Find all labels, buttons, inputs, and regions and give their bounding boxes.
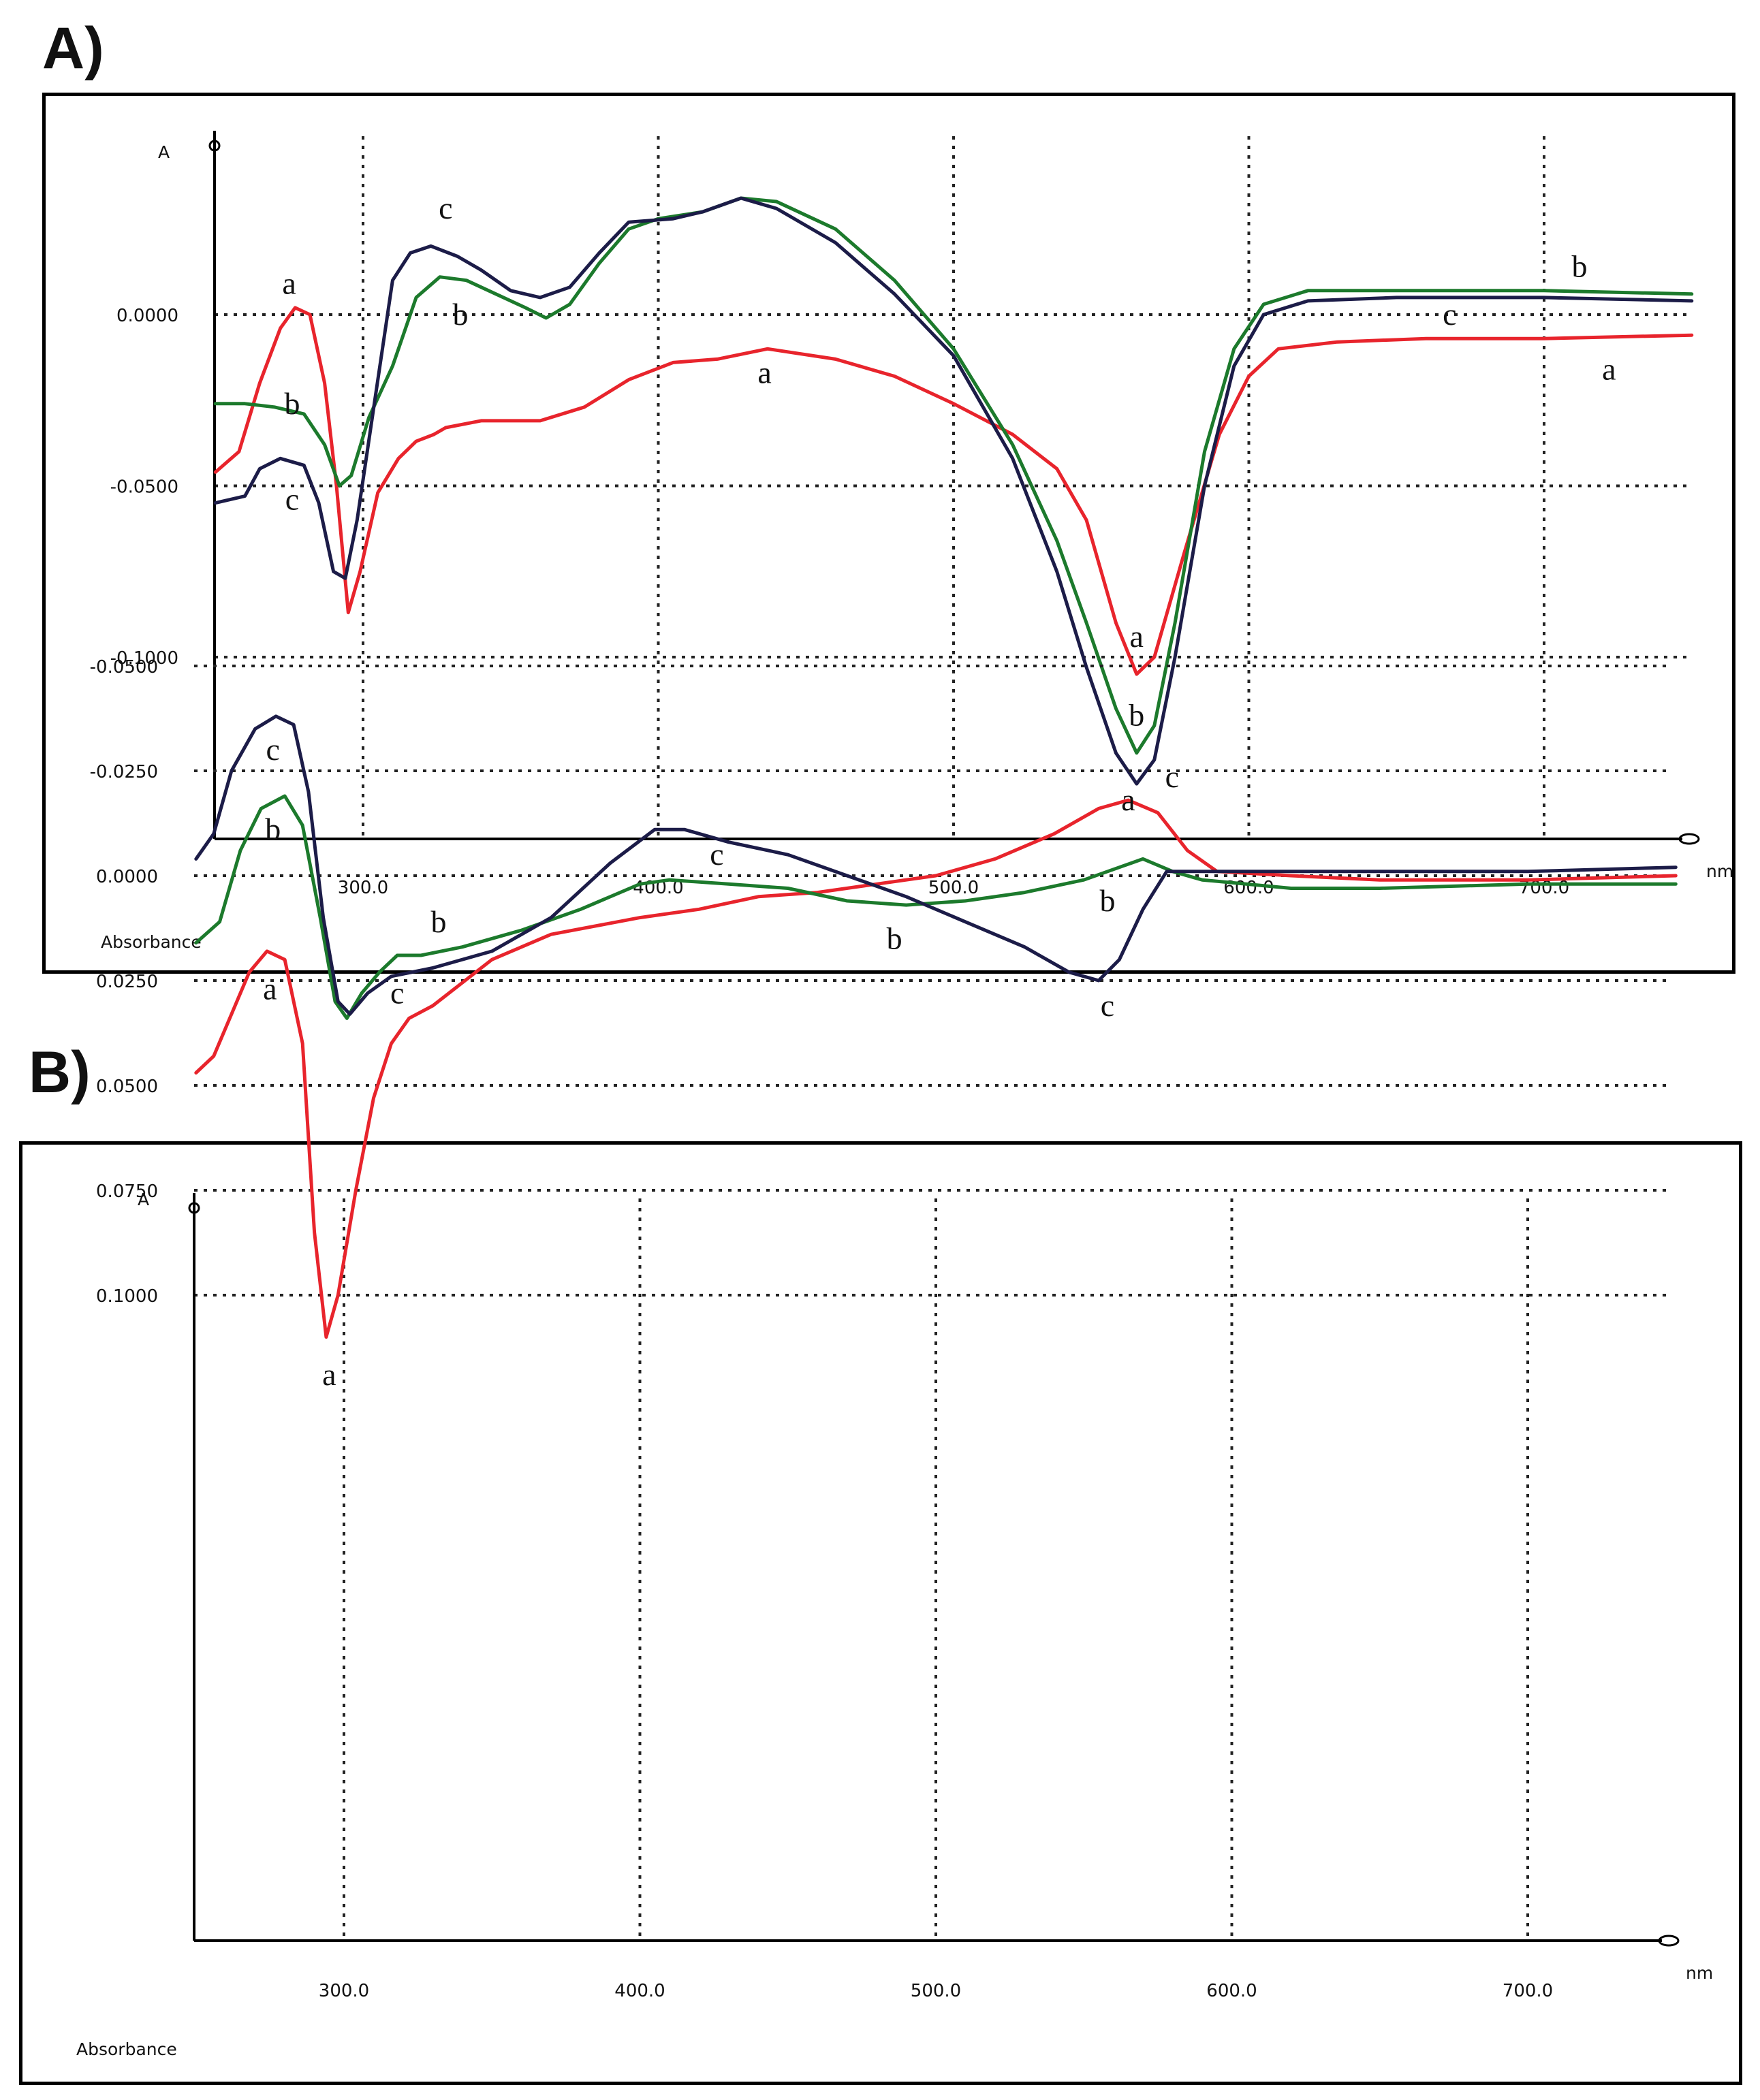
panel-a-ylabel: Absorbance (101, 932, 202, 952)
panel-b-xtick-label: 400.0 (614, 1981, 665, 2001)
panel-a-series-a-label: a (757, 355, 771, 390)
panel-a-series-c-line (213, 196, 1694, 786)
panel-b-frame (19, 1141, 1742, 2085)
panel-a-series-a-label: a (1130, 619, 1144, 654)
panel-b-y-axis-end-icon (188, 1202, 200, 1214)
panel-b-label: B) (29, 1040, 91, 1105)
panel-b-series-c-label: c (710, 837, 723, 872)
panel-a-ytick-label: 0.0000 (116, 306, 178, 326)
panel-a-series-b-label: b (453, 297, 469, 332)
panel-a-series-c-label: c (1443, 297, 1456, 332)
panel-b-xlabel: nm (1686, 1963, 1713, 1983)
panel-a-series-a-label: a (282, 266, 296, 301)
panel-b-series-b-label: b (1100, 883, 1116, 918)
panel-b-ytick-label: 0.0500 (96, 1077, 158, 1097)
panel-a-series-a-label: a (1602, 351, 1616, 386)
panel-a-series-c-label: c (1165, 759, 1179, 794)
panel-b-ytick-label: 0.0250 (96, 972, 158, 992)
panel-a-label: A) (42, 16, 104, 81)
panel-b-ytick-label: -0.0500 (90, 657, 158, 678)
panel-b-x-axis-end-icon (1658, 1935, 1680, 1947)
panel-b-ytick-label: 0.0750 (96, 1181, 158, 1202)
panel-b-series-b-line (194, 794, 1678, 1020)
panel-a-series-c-label: c (439, 191, 452, 225)
panel-b-xtick-label: 500.0 (911, 1981, 961, 2001)
panel-b-series-b-label: b (265, 812, 281, 846)
panel-b-ytick-label: -0.0250 (90, 762, 158, 782)
panel-a-y-axis-end-icon (208, 140, 221, 152)
panel-a-x-axis-end-icon (1678, 833, 1700, 845)
panel-b-xtick-label: 700.0 (1503, 1981, 1553, 2001)
panel-a-xtick-label: 300.0 (338, 878, 388, 898)
panel-a-ytick-label: -0.1000 (110, 648, 178, 669)
panel-b-series-c-line (194, 714, 1678, 1016)
panel-b-series-c-label: c (390, 975, 404, 1010)
panel-a-y-axis-symbol: A (158, 142, 170, 162)
panel-b-series-a-label: a (322, 1357, 336, 1392)
panel-b-y-axis-symbol: A (138, 1190, 149, 1209)
panel-a-xtick-label: 600.0 (1223, 878, 1274, 898)
panel-a-xtick-label: 500.0 (928, 878, 979, 898)
panel-b-series-b-label: b (431, 904, 447, 939)
panel-b-xtick-label: 300.0 (319, 1981, 369, 2001)
panel-b-ytick-label: 0.1000 (96, 1286, 158, 1307)
panel-a-series-b-label: b (284, 386, 300, 421)
panel-b-series-a-line (194, 798, 1678, 1339)
panel-b-series-c-label: c (1101, 988, 1114, 1023)
panel-b-xtick-label: 600.0 (1206, 1981, 1257, 2001)
panel-a-series-b-label: b (1572, 249, 1588, 284)
panel-a-series-c-label: c (285, 482, 299, 517)
panel-b-series-a-label: a (1121, 782, 1135, 817)
panel-b-ylabel: Absorbance (76, 2039, 177, 2059)
panel-a-ytick-label: -0.0500 (110, 477, 178, 498)
panel-b-series-a-label: a (263, 971, 277, 1006)
panel-b-series-c-label: c (266, 732, 280, 767)
panel-b-series-b-label: b (887, 921, 902, 955)
panel-b-ytick-label: 0.0000 (96, 867, 158, 887)
panel-a-xlabel: nm (1706, 861, 1733, 881)
panel-a-series-b-label: b (1129, 698, 1144, 733)
